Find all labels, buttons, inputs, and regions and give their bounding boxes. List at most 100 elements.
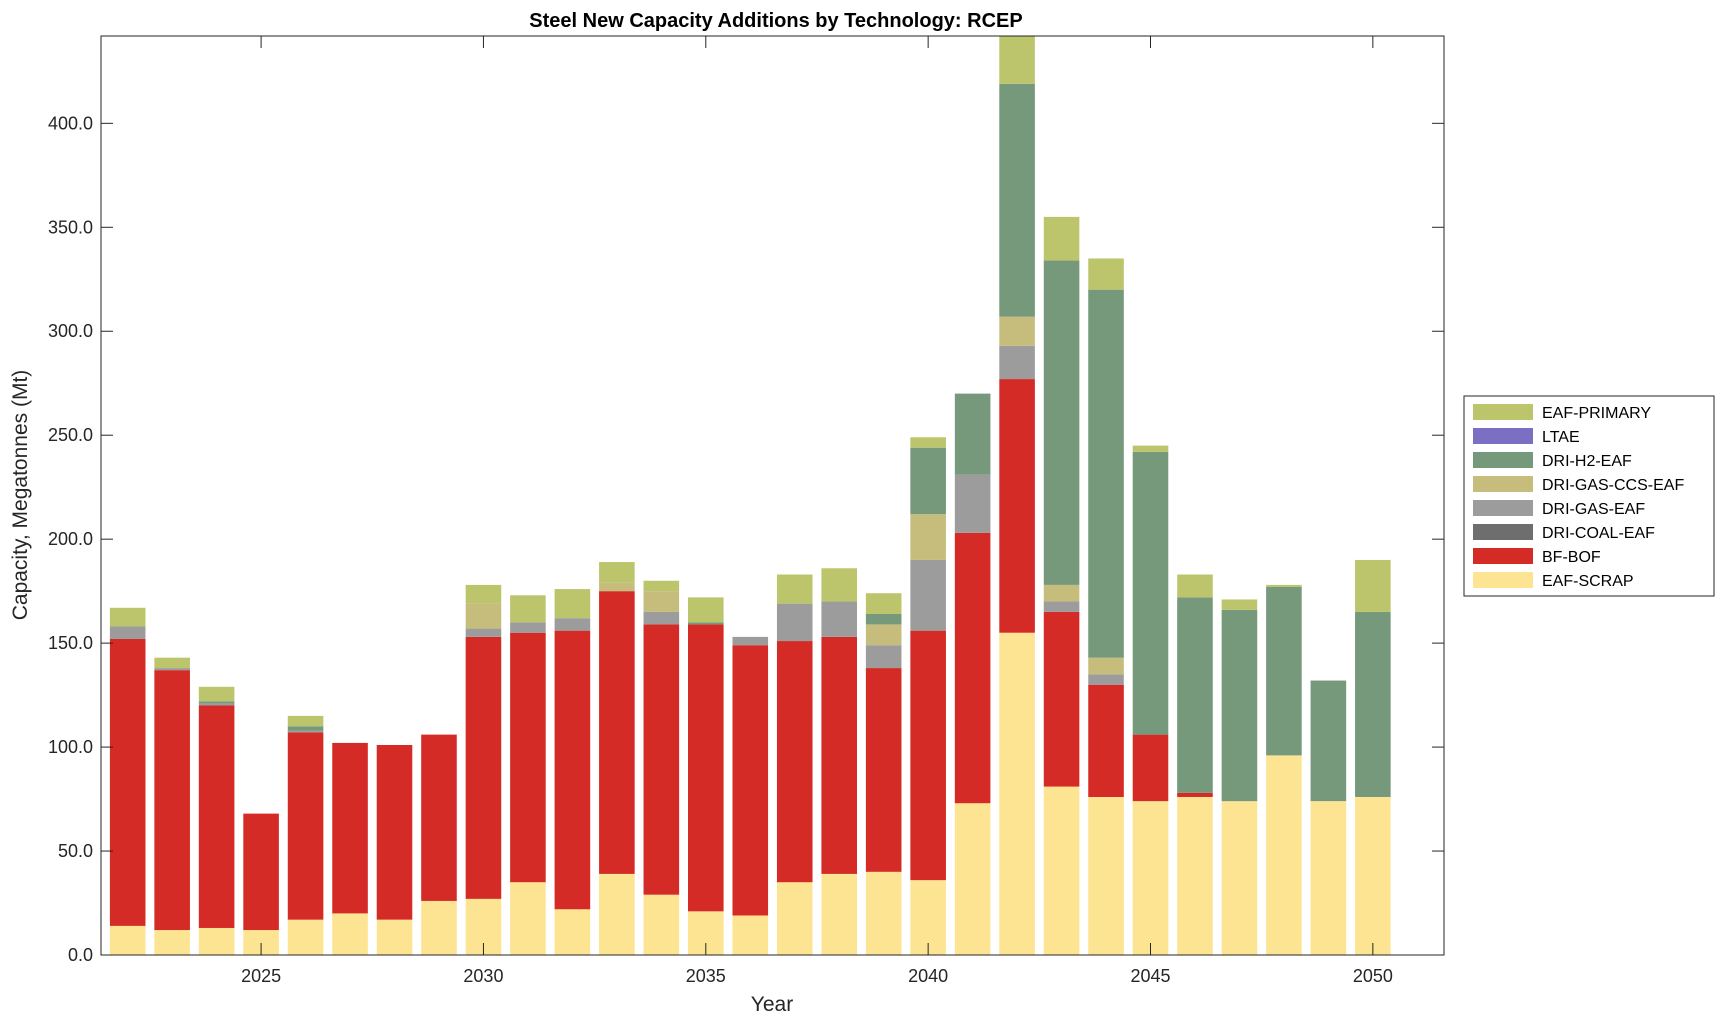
- y-tick-label: 0.0: [68, 945, 93, 965]
- bar-dri-gas-eaf-2040: [910, 559, 946, 631]
- legend-box: [1463, 395, 1715, 597]
- bar-eaf-scrap-2022: [109, 925, 146, 955]
- y-tick-label: 100.0: [48, 737, 93, 757]
- y-axis-label: Capacity, Megatonnes (Mt): [9, 370, 32, 621]
- bar-eaf-scrap-2029: [421, 900, 457, 955]
- bar-bf-bof-2034: [643, 624, 680, 895]
- x-axis-ticks: 2025 2030 2035 2040 2045 2050: [241, 36, 1393, 986]
- bar-eaf-primary-2022: [109, 607, 146, 627]
- bar-eaf-scrap-2024: [198, 927, 235, 955]
- bar-eaf-scrap-2044: [1088, 796, 1124, 955]
- legend-swatch-dri-coal-eaf: [1473, 524, 1533, 540]
- bar-eaf-primary-2044: [1088, 258, 1124, 290]
- bar-bf-bof-2041: [954, 532, 991, 804]
- bar-eaf-scrap-2046: [1177, 796, 1213, 955]
- bar-dri-gas-ccs-eaf-2043: [1043, 584, 1080, 602]
- bar-dri-h2-eaf-2048: [1266, 586, 1302, 756]
- bar-dri-h2-eaf-2046: [1177, 597, 1213, 793]
- bar-eaf-primary-2024: [198, 686, 235, 702]
- legend-swatch-dri-h2-eaf: [1473, 452, 1533, 468]
- legend-label-dri-gas-eaf: DRI-GAS-EAF: [1542, 501, 1645, 518]
- plot-area-frame: [100, 35, 1445, 956]
- bar-dri-gas-eaf-2030: [465, 628, 502, 637]
- bar-dri-gas-eaf-2041: [954, 474, 991, 533]
- bar-eaf-scrap-2045: [1132, 801, 1169, 955]
- bar-dri-gas-eaf-2037: [776, 603, 813, 642]
- bar-dri-gas-eaf-2034: [643, 611, 680, 625]
- chart-title: Steel New Capacity Additions by Technolo…: [529, 10, 1022, 32]
- bar-dri-gas-ccs-eaf-2033: [599, 582, 635, 592]
- bar-eaf-primary-2045: [1132, 445, 1169, 452]
- bar-eaf-primary-2031: [510, 595, 546, 623]
- legend-swatch-eaf-primary: [1473, 404, 1533, 420]
- bar-eaf-scrap-2038: [821, 873, 857, 955]
- bar-dri-gas-eaf-2031: [510, 622, 546, 633]
- bar-dri-h2-eaf-2039: [865, 614, 902, 625]
- bar-eaf-scrap-2026: [287, 919, 324, 955]
- bar-bf-bof-2043: [1043, 611, 1080, 787]
- x-tick-label: 2045: [1130, 966, 1170, 986]
- bar-eaf-scrap-2042: [999, 632, 1035, 955]
- bar-dri-h2-eaf-2042: [999, 83, 1035, 317]
- bar-eaf-primary-2048: [1266, 584, 1302, 587]
- bar-eaf-scrap-2031: [510, 882, 546, 955]
- bar-bf-bof-2045: [1132, 734, 1169, 802]
- bar-eaf-scrap-2027: [332, 913, 368, 955]
- bar-bf-bof-2030: [465, 636, 502, 899]
- bar-eaf-primary-2033: [599, 562, 635, 583]
- bar-eaf-scrap-2041: [954, 803, 991, 955]
- bar-dri-h2-eaf-2040: [910, 447, 946, 515]
- y-tick-label: 200.0: [48, 529, 93, 549]
- bar-eaf-primary-2039: [865, 593, 902, 615]
- bar-eaf-scrap-2037: [776, 882, 813, 955]
- bar-bf-bof-2032: [554, 630, 591, 910]
- bar-dri-h2-eaf-2044: [1088, 289, 1124, 658]
- bar-dri-h2-eaf-2045: [1132, 451, 1169, 735]
- bar-bf-bof-2038: [821, 636, 857, 874]
- x-tick-label: 2050: [1353, 966, 1393, 986]
- bar-eaf-primary-2050: [1355, 559, 1391, 612]
- bar-dri-gas-eaf-2024: [198, 703, 235, 706]
- bar-dri-gas-ccs-eaf-2044: [1088, 657, 1124, 675]
- bar-dri-h2-eaf-2047: [1221, 609, 1258, 802]
- bar-bf-bof-2026: [287, 732, 324, 920]
- bar-bf-bof-2037: [776, 641, 813, 883]
- bar-dri-h2-eaf-2041: [954, 393, 991, 475]
- bar-bf-bof-2039: [865, 668, 902, 872]
- bar-dri-h2-eaf-2024: [198, 701, 235, 704]
- legend-swatch-ltae: [1473, 428, 1533, 444]
- bar-eaf-primary-2032: [554, 589, 591, 619]
- bar-dri-gas-eaf-2043: [1043, 601, 1080, 612]
- y-tick-label: 400.0: [48, 113, 93, 133]
- bar-bf-bof-2022: [109, 638, 146, 926]
- bar-dri-gas-ccs-eaf-2042: [999, 316, 1035, 346]
- bar-dri-gas-ccs-eaf-2034: [643, 591, 680, 612]
- legend-swatch-dri-gas-eaf: [1473, 500, 1533, 516]
- bar-eaf-scrap-2050: [1355, 796, 1391, 955]
- y-tick-label: 350.0: [48, 217, 93, 237]
- bar-dri-gas-eaf-2026: [287, 730, 324, 733]
- x-tick-label: 2035: [686, 966, 726, 986]
- bar-eaf-scrap-2032: [554, 909, 591, 955]
- legend-label-dri-coal-eaf: DRI-COAL-EAF: [1542, 525, 1655, 542]
- bar-dri-gas-eaf-2038: [821, 601, 857, 637]
- bar-eaf-scrap-2043: [1043, 786, 1080, 955]
- legend-label-dri-gas-ccs-eaf: DRI-GAS-CCS-EAF: [1542, 477, 1684, 494]
- legend-swatch-bf-bof: [1473, 548, 1533, 564]
- y-tick-label: 50.0: [58, 841, 93, 861]
- bar-bf-bof-2036: [732, 645, 769, 916]
- bar-eaf-primary-2030: [465, 584, 502, 604]
- bar-bf-bof-2031: [510, 632, 546, 883]
- bar-bf-bof-2042: [999, 379, 1035, 633]
- bar-bf-bof-2027: [332, 742, 368, 914]
- x-tick-label: 2025: [241, 966, 281, 986]
- bar-eaf-primary-2042: [999, 36, 1035, 84]
- bar-eaf-scrap-2034: [643, 894, 680, 955]
- bar-dri-h2-eaf-2026: [287, 726, 324, 731]
- bar-dri-h2-eaf-2050: [1355, 611, 1391, 797]
- x-tick-label: 2040: [908, 966, 948, 986]
- bar-dri-h2-eaf-2049: [1310, 680, 1347, 802]
- bar-dri-gas-eaf-2036: [732, 636, 769, 646]
- y-tick-label: 300.0: [48, 321, 93, 341]
